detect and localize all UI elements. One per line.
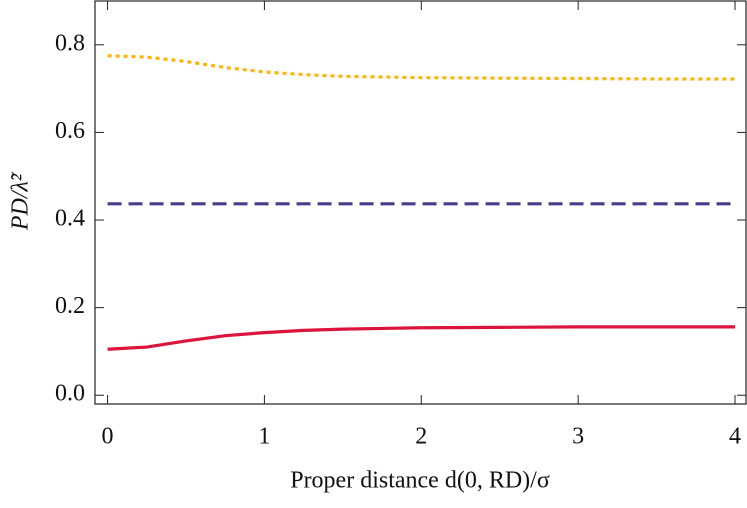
y-tick-label: 0.4 bbox=[55, 206, 85, 232]
x-tick-label: 3 bbox=[572, 424, 584, 450]
x-tick-label: 2 bbox=[415, 424, 427, 450]
plot-frame bbox=[94, 0, 747, 405]
x-tick-label: 0 bbox=[102, 424, 114, 450]
x-tick-label: 1 bbox=[258, 424, 270, 450]
x-axis-label: Proper distance d(0, RD)/σ bbox=[290, 468, 550, 494]
x-tick-label: 4 bbox=[729, 424, 741, 450]
series-line bbox=[107, 325, 736, 351]
y-axis-label: PD/λ̃² bbox=[8, 171, 34, 231]
series-line bbox=[107, 54, 736, 81]
y-tick-label: 0.6 bbox=[55, 118, 85, 144]
y-tick-label: 0.2 bbox=[55, 293, 85, 319]
y-tick-label: 0.8 bbox=[55, 30, 85, 56]
y-tick-label: 0.0 bbox=[55, 381, 85, 407]
